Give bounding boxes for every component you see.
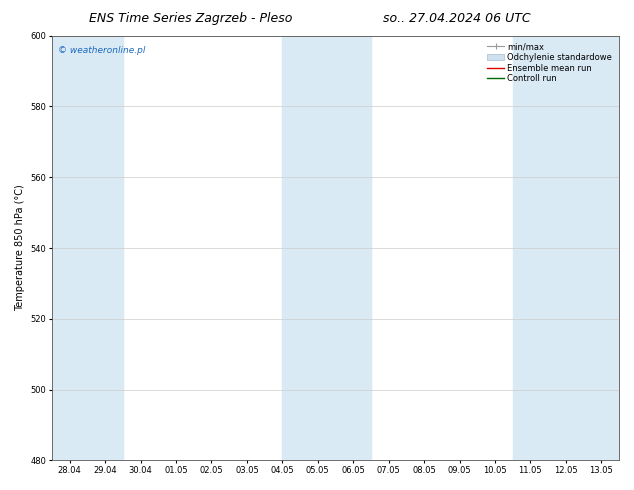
Legend: min/max, Odchylenie standardowe, Ensemble mean run, Controll run: min/max, Odchylenie standardowe, Ensembl… [485, 40, 615, 86]
Bar [282, 36, 371, 461]
Bar [52, 36, 123, 461]
Bar [513, 36, 619, 461]
Text: so.. 27.04.2024 06 UTC: so.. 27.04.2024 06 UTC [383, 12, 530, 25]
Text: © weatheronline.pl: © weatheronline.pl [58, 46, 145, 55]
Text: ENS Time Series Zagrzeb - Pleso: ENS Time Series Zagrzeb - Pleso [89, 12, 292, 25]
Y-axis label: Temperature 850 hPa (°C): Temperature 850 hPa (°C) [15, 185, 25, 312]
